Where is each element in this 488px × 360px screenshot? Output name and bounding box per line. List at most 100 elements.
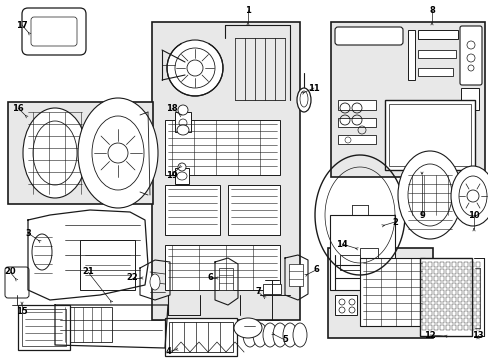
Bar bbox=[427, 283, 431, 288]
Bar bbox=[445, 297, 449, 302]
Ellipse shape bbox=[150, 274, 160, 290]
Text: 13: 13 bbox=[471, 330, 483, 339]
Ellipse shape bbox=[178, 105, 187, 115]
Bar bbox=[427, 297, 431, 302]
Text: 4: 4 bbox=[165, 347, 171, 356]
Bar bbox=[460, 88, 478, 110]
Bar bbox=[463, 318, 467, 323]
Text: 14: 14 bbox=[335, 239, 347, 248]
Text: 16: 16 bbox=[12, 104, 24, 113]
Bar bbox=[457, 325, 461, 330]
Ellipse shape bbox=[407, 164, 451, 226]
Bar bbox=[433, 318, 437, 323]
Bar bbox=[469, 297, 473, 302]
Ellipse shape bbox=[466, 190, 478, 202]
Bar bbox=[421, 325, 425, 330]
Bar bbox=[445, 325, 449, 330]
Bar bbox=[169, 322, 232, 352]
Ellipse shape bbox=[458, 176, 486, 216]
Bar bbox=[439, 290, 443, 295]
Ellipse shape bbox=[186, 60, 203, 76]
Bar bbox=[451, 318, 455, 323]
Text: 18: 18 bbox=[166, 104, 178, 113]
Ellipse shape bbox=[23, 108, 87, 198]
Bar bbox=[445, 283, 449, 288]
Text: 1: 1 bbox=[244, 5, 250, 14]
Bar bbox=[421, 318, 425, 323]
Bar bbox=[329, 215, 394, 290]
Bar bbox=[439, 283, 443, 288]
Bar bbox=[475, 297, 479, 302]
Bar bbox=[427, 269, 431, 274]
Bar bbox=[457, 311, 461, 316]
Bar bbox=[152, 22, 299, 320]
Text: 21: 21 bbox=[82, 267, 94, 276]
Bar bbox=[451, 262, 455, 267]
Bar bbox=[421, 304, 425, 309]
FancyBboxPatch shape bbox=[334, 27, 402, 45]
Bar bbox=[421, 311, 425, 316]
Bar bbox=[427, 276, 431, 281]
Text: 22: 22 bbox=[126, 274, 138, 283]
Text: 6: 6 bbox=[206, 274, 212, 283]
Bar bbox=[457, 276, 461, 281]
Bar bbox=[483, 185, 488, 207]
Bar bbox=[475, 283, 479, 288]
Text: 12: 12 bbox=[423, 330, 435, 339]
Ellipse shape bbox=[108, 143, 128, 163]
Ellipse shape bbox=[177, 125, 189, 135]
Text: 3: 3 bbox=[25, 229, 31, 238]
Bar bbox=[475, 290, 479, 295]
Bar bbox=[427, 290, 431, 295]
Bar bbox=[457, 283, 461, 288]
Bar bbox=[445, 276, 449, 281]
Bar bbox=[469, 262, 473, 267]
Bar bbox=[359, 248, 377, 260]
Bar bbox=[439, 325, 443, 330]
Bar bbox=[175, 168, 189, 184]
Bar bbox=[445, 262, 449, 267]
Text: 20: 20 bbox=[4, 267, 16, 276]
Ellipse shape bbox=[243, 323, 257, 347]
Bar bbox=[421, 297, 425, 302]
Bar bbox=[463, 290, 467, 295]
Ellipse shape bbox=[32, 234, 52, 270]
Ellipse shape bbox=[92, 116, 143, 190]
Bar bbox=[439, 304, 443, 309]
Ellipse shape bbox=[397, 151, 461, 239]
Ellipse shape bbox=[296, 88, 310, 112]
Bar bbox=[469, 276, 473, 281]
Bar bbox=[427, 318, 431, 323]
Bar bbox=[419, 258, 471, 336]
Bar bbox=[421, 290, 425, 295]
Bar bbox=[463, 262, 467, 267]
Bar bbox=[384, 100, 474, 170]
Bar bbox=[417, 50, 455, 58]
Text: 9: 9 bbox=[418, 211, 424, 220]
Bar bbox=[433, 262, 437, 267]
Bar bbox=[451, 283, 455, 288]
Text: 15: 15 bbox=[16, 307, 28, 316]
Bar bbox=[421, 283, 425, 288]
Bar bbox=[463, 283, 467, 288]
Bar bbox=[427, 304, 431, 309]
Bar bbox=[463, 325, 467, 330]
Text: 8: 8 bbox=[428, 5, 434, 14]
Text: 5: 5 bbox=[282, 336, 287, 345]
Ellipse shape bbox=[272, 323, 286, 347]
Bar bbox=[445, 311, 449, 316]
Bar bbox=[445, 318, 449, 323]
Bar bbox=[469, 325, 473, 330]
Bar bbox=[164, 245, 280, 290]
Ellipse shape bbox=[167, 40, 223, 96]
Bar bbox=[475, 276, 479, 281]
Ellipse shape bbox=[283, 323, 296, 347]
FancyBboxPatch shape bbox=[22, 8, 86, 55]
Bar bbox=[457, 297, 461, 302]
Bar bbox=[451, 304, 455, 309]
Bar bbox=[433, 269, 437, 274]
Bar bbox=[427, 325, 431, 330]
Bar bbox=[469, 269, 473, 274]
Bar bbox=[330, 22, 484, 177]
Bar bbox=[433, 283, 437, 288]
